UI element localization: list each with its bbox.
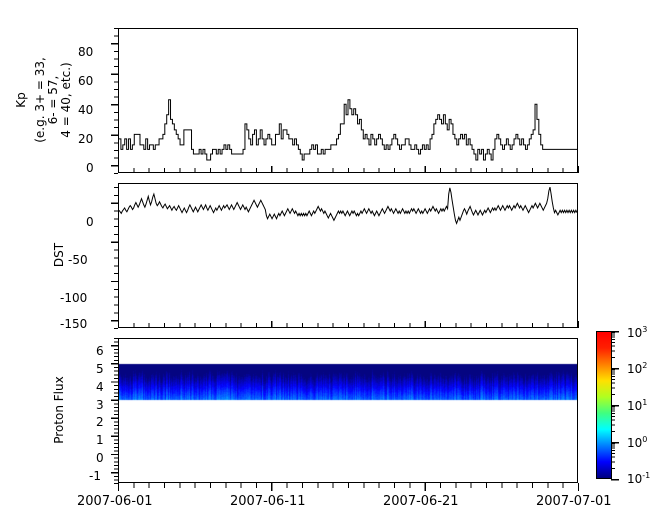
colorbar	[596, 331, 612, 479]
kp-ytick-20: 20	[78, 132, 94, 146]
flux-ytick-4: 4	[96, 380, 104, 394]
colorbar-ticks	[611, 330, 619, 481]
flux-ytick-6: 6	[96, 344, 104, 358]
colorbar-tick-1e0: 100	[627, 435, 648, 450]
xtick-2007-07-01: 2007-07-01	[536, 494, 612, 509]
flux-ytick-minus1: -1	[89, 469, 101, 483]
dst-axis-label-text: DST	[52, 242, 66, 268]
dst-ytick-minus150: -150	[60, 317, 88, 331]
colorbar-tick-1e1: 101	[627, 398, 648, 413]
kp-plot-area	[119, 99, 577, 161]
kp-axis-label: Kp	[14, 92, 28, 108]
dst-ytick-minus100: -100	[60, 291, 88, 305]
kp-axis-ticks	[111, 28, 580, 174]
colorbar-tick-1em1: 10-1	[627, 471, 651, 486]
flux-ytick-1: 1	[96, 433, 104, 447]
dst-axis-label: DST	[52, 243, 66, 267]
kp-ytick-0: 0	[86, 161, 94, 175]
xtick-2007-06-01: 2007-06-01	[77, 494, 153, 509]
flux-axis-label-text: Proton Flux	[52, 376, 66, 444]
flux-axis-ticks	[111, 338, 580, 491]
kp-ytick-80: 80	[78, 45, 94, 59]
flux-ytick-0: 0	[96, 451, 104, 465]
colorbar-tick-1e2: 102	[627, 361, 648, 376]
xtick-2007-06-11: 2007-06-11	[230, 494, 306, 509]
dst-axis-ticks	[111, 186, 580, 329]
kp-axis-label-line1: Kp	[14, 92, 28, 108]
dst-ytick-minus50: -50	[68, 253, 88, 267]
colorbar-tick-1e3: 103	[627, 325, 648, 340]
kp-axis-sublabel: (e.g. 3+ = 33, 6- = 57, 4 = 40, etc.)	[33, 57, 73, 143]
dst-ytick-0: 0	[86, 215, 94, 229]
panel-proton-flux	[118, 338, 578, 483]
flux-ytick-3: 3	[96, 398, 104, 412]
colorbar-gradient	[597, 332, 611, 478]
kp-ytick-60: 60	[78, 74, 94, 88]
panel-kp	[118, 28, 578, 173]
xtick-2007-06-21: 2007-06-21	[383, 494, 459, 509]
dst-plot-area	[119, 186, 577, 225]
flux-ytick-2: 2	[96, 415, 104, 429]
kp-ytick-40: 40	[78, 103, 94, 117]
flux-axis-label: Proton Flux	[52, 376, 66, 443]
flux-ytick-5: 5	[96, 362, 104, 376]
proton-flux-spectrogram	[119, 339, 577, 482]
kp-axis-label-line4: 4 = 40, etc.)	[59, 62, 73, 138]
